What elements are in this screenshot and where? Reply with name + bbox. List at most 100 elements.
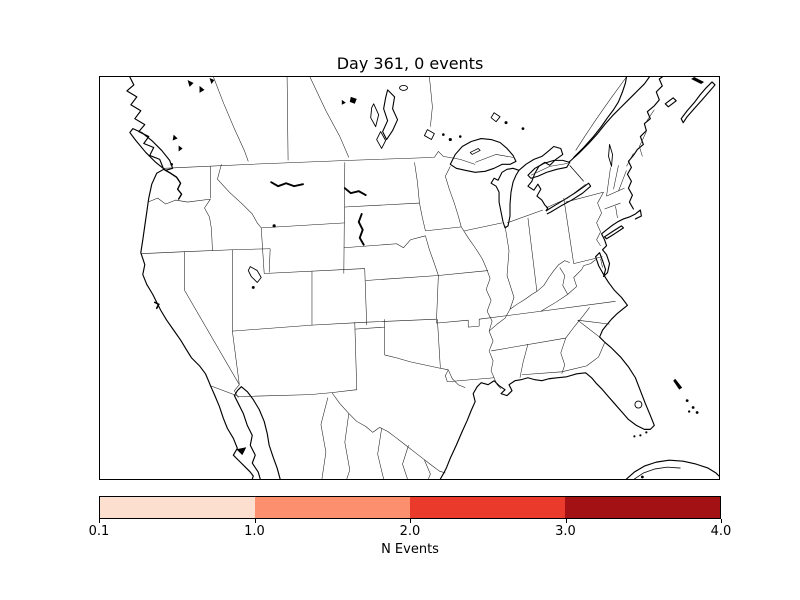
gulf-of-california-coast — [233, 386, 281, 479]
border-me-nb — [639, 131, 647, 157]
tick-mark — [565, 519, 567, 523]
canadian-lake-ring — [399, 84, 408, 91]
colorbar-tick-labels: 0.1 1.0 2.0 3.0 4.0 — [89, 524, 732, 540]
border-ia-wi-il — [461, 226, 487, 268]
canada-dot-2 — [458, 135, 462, 138]
puget-sound — [162, 168, 183, 200]
lake-erie — [545, 182, 592, 215]
tick-label: 3.0 — [555, 524, 576, 539]
lake-winnipegosis — [370, 103, 380, 128]
ontario-dot-2 — [521, 127, 525, 131]
colorbar — [99, 496, 721, 519]
border-ks-mo — [436, 275, 439, 324]
lake-superior — [449, 137, 517, 173]
border-mn-ia — [425, 226, 462, 232]
border-me-qc — [626, 153, 634, 167]
border-nm-south — [309, 389, 357, 395]
bc-islet-2 — [199, 85, 205, 93]
colorbar-axis-label: N Events — [381, 542, 439, 557]
fort-peck-lake — [270, 181, 304, 188]
border-41st-parallel — [264, 268, 365, 274]
border-ky-wv — [559, 267, 568, 295]
border-ct-ma — [604, 202, 621, 210]
tick-mark — [410, 519, 411, 523]
florida-keys-dot-2 — [639, 434, 642, 437]
tick-mark — [254, 519, 256, 523]
lake-of-the-woods — [423, 129, 435, 140]
border-ok-ar — [437, 319, 441, 368]
state-borders — [140, 77, 655, 479]
mexico-state-line-4 — [402, 445, 409, 479]
great-salt-lake — [247, 266, 262, 283]
grand-bahama — [673, 378, 683, 390]
tick-label: 0.1 — [88, 524, 110, 539]
border-il-in — [504, 225, 515, 310]
border-ia-mo — [438, 270, 489, 276]
border-ma-nh — [606, 187, 625, 197]
gulf-island-dot — [170, 163, 173, 166]
lake-sakakawea — [343, 187, 367, 197]
border-pa-ny — [565, 191, 604, 203]
border-through-superior — [475, 154, 514, 163]
canada-dot-3 — [442, 133, 445, 136]
tick-mark — [721, 519, 722, 523]
border-nv-az — [232, 331, 240, 385]
border-ok-panhandle — [354, 326, 385, 330]
border-wv-va — [567, 265, 584, 295]
mexico-state-line-1 — [320, 397, 329, 479]
lake-manitoba — [376, 131, 387, 149]
border-or-id — [204, 198, 213, 251]
border-sd-ne — [343, 235, 426, 248]
canada-lake-blob-2 — [341, 99, 346, 105]
anticosti-island — [691, 77, 705, 84]
map-axes-frame — [99, 76, 720, 480]
border-tx-la — [448, 369, 466, 388]
colorbar-segment-4 — [565, 497, 720, 518]
border-bc-ab — [213, 77, 249, 162]
us-mexico-border-west — [210, 385, 310, 397]
bc-islet-1 — [187, 79, 194, 87]
baja-island-cluster — [236, 447, 247, 456]
tick-label: 1.0 — [244, 524, 265, 539]
lake-winnipeg — [382, 89, 399, 141]
bahama-dot-1 — [685, 399, 689, 402]
st-lawrence-north-bank — [573, 77, 628, 158]
border-sk-mb — [309, 77, 350, 158]
bc-islet-4 — [172, 134, 178, 141]
border-qc-nb — [646, 109, 655, 122]
bahama-dot-4 — [687, 410, 691, 413]
isle-royale — [469, 148, 481, 155]
small-islands — [170, 77, 705, 479]
border-ca-nv — [184, 251, 240, 385]
san-francisco-bay — [153, 301, 160, 310]
lake-ontario — [527, 159, 571, 179]
border-wa-or — [147, 197, 211, 205]
border-in-oh — [527, 217, 538, 292]
border-nd-sd — [344, 202, 420, 208]
north-america-map — [126, 77, 719, 479]
niagara-river — [569, 165, 584, 182]
pacific-coastline — [126, 77, 212, 387]
us-canada-border — [163, 151, 476, 169]
border-wi-il — [464, 222, 503, 232]
lake-michigan — [490, 167, 520, 229]
bc-islet-5 — [178, 145, 183, 152]
border-ms-al — [519, 343, 529, 378]
mexico-state-line-3 — [377, 428, 384, 479]
border-delaware-river — [596, 192, 604, 246]
lake-oahe — [357, 213, 365, 246]
lakes — [247, 84, 643, 409]
figure-title: Day 361, 0 events — [336, 54, 484, 73]
border-wy-west — [260, 227, 265, 274]
border-vt-nh — [613, 165, 619, 190]
border-42nd-parallel — [140, 248, 271, 254]
gulf-atlantic-coastline — [439, 209, 655, 479]
border-ab-sk — [286, 77, 289, 161]
border-through-erie — [545, 183, 586, 209]
bahama-dot-2 — [691, 406, 695, 409]
baja-west-coast — [209, 385, 254, 479]
border-me-nh — [618, 170, 627, 192]
bc-islet-3 — [209, 77, 215, 84]
border-ut-wy — [268, 248, 271, 273]
